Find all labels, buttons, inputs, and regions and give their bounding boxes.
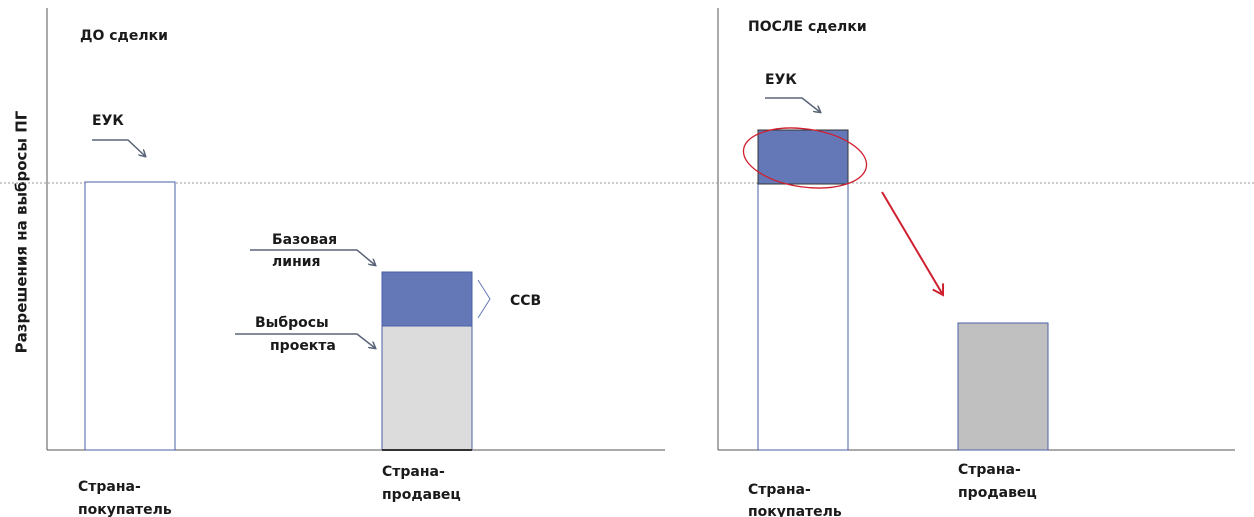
project-arrow bbox=[235, 333, 375, 348]
axes bbox=[46, 8, 1235, 451]
baseline-label: линия bbox=[272, 254, 321, 270]
buyer-label: Страна- bbox=[748, 482, 811, 498]
buyer-label: покупатель bbox=[78, 502, 172, 517]
credit-brace bbox=[477, 279, 491, 319]
buyer-bar bbox=[84, 181, 176, 451]
seller-label: Страна- bbox=[958, 462, 1021, 478]
buyer-bar bbox=[757, 183, 849, 451]
credit-bar bbox=[381, 271, 473, 327]
cap-label: ЕУК bbox=[765, 72, 797, 88]
panel-title: ПОСЛЕ сделки bbox=[748, 19, 867, 35]
cap-label: ЕУК bbox=[92, 113, 124, 129]
seller-label: Страна- bbox=[382, 464, 445, 480]
credit-label: ССВ bbox=[510, 293, 541, 309]
buyer-label: покупатель bbox=[748, 504, 842, 517]
project-label: Выбросы bbox=[255, 315, 329, 331]
buyer-label: Страна- bbox=[78, 479, 141, 495]
seller-label: продавец bbox=[382, 487, 461, 503]
seller-label: продавец bbox=[958, 485, 1037, 501]
y-axis-label: Разрешения на выбросы ПГ bbox=[13, 110, 31, 353]
cap-arrow bbox=[92, 139, 145, 156]
baseline-arrow bbox=[250, 249, 375, 265]
project-emissions-bar bbox=[381, 325, 473, 451]
baseline-label: Базовая bbox=[272, 232, 337, 248]
project-label: проекта bbox=[270, 338, 336, 354]
highlight-ellipse bbox=[742, 127, 868, 189]
credit-bar bbox=[757, 129, 849, 185]
cap-arrow bbox=[765, 97, 820, 112]
panel-title: ДО сделки bbox=[80, 28, 168, 44]
seller-bar bbox=[957, 322, 1049, 451]
transfer-arrow bbox=[881, 191, 945, 297]
